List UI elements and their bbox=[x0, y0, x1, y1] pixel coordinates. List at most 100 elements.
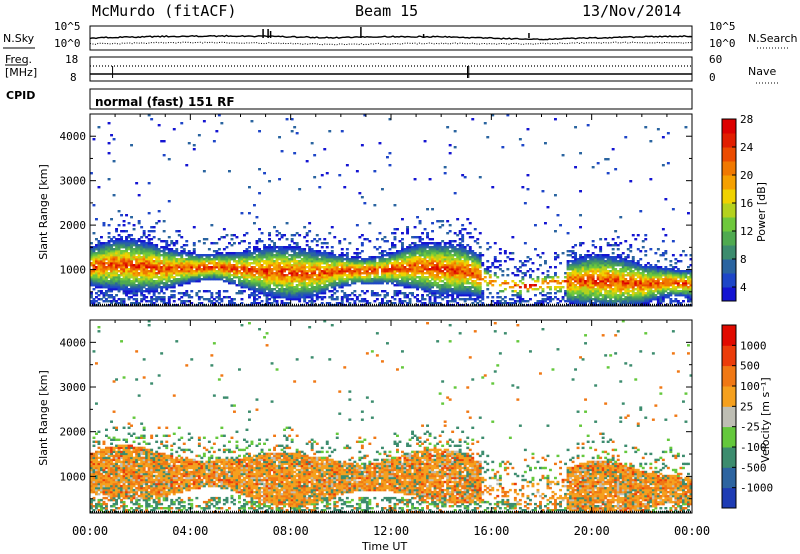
power-cell bbox=[233, 272, 236, 275]
power-cell bbox=[391, 242, 394, 245]
power-cell bbox=[426, 268, 430, 271]
power-cell bbox=[293, 256, 297, 259]
power-cell bbox=[313, 300, 317, 303]
power-cell bbox=[107, 240, 111, 243]
power-cell bbox=[280, 262, 284, 265]
power-cell bbox=[253, 296, 256, 299]
power-cell bbox=[233, 260, 236, 263]
power-cell bbox=[250, 262, 254, 265]
power-cell bbox=[170, 282, 174, 285]
power-cell bbox=[90, 262, 93, 265]
power-cell bbox=[355, 270, 359, 273]
power-cell bbox=[230, 274, 234, 277]
power-cell bbox=[441, 276, 445, 279]
power-cell bbox=[388, 254, 392, 257]
power-cell bbox=[300, 268, 304, 271]
power-cell bbox=[318, 282, 322, 285]
power-cell bbox=[599, 292, 603, 295]
power-cell bbox=[192, 258, 196, 261]
power-cell bbox=[451, 244, 455, 247]
power-cell bbox=[145, 288, 149, 291]
power-cell bbox=[393, 238, 397, 241]
power-cell bbox=[591, 290, 595, 293]
power-cell bbox=[310, 294, 314, 297]
power-cell bbox=[290, 268, 294, 271]
power-cell bbox=[325, 268, 329, 271]
power-cell bbox=[594, 258, 598, 261]
power-cell bbox=[368, 276, 372, 279]
power-cell bbox=[132, 280, 136, 283]
power-cell bbox=[601, 272, 605, 275]
power-cell bbox=[401, 252, 404, 255]
power-cell bbox=[458, 286, 462, 289]
power-cell bbox=[135, 252, 139, 255]
power-cell bbox=[205, 276, 209, 279]
power-cell bbox=[428, 292, 432, 295]
power-cell bbox=[265, 274, 269, 277]
power-cell bbox=[408, 276, 412, 279]
power-cell bbox=[140, 294, 144, 297]
power-cell bbox=[243, 268, 246, 271]
power-cell bbox=[381, 254, 384, 257]
power-cell bbox=[243, 264, 246, 267]
power-cell bbox=[641, 292, 645, 295]
power-cell bbox=[421, 252, 425, 255]
power-cell bbox=[418, 254, 422, 257]
power-cell bbox=[503, 288, 507, 291]
power-cell bbox=[468, 296, 472, 299]
power-cell bbox=[215, 264, 219, 267]
cpid-label: CPID bbox=[6, 89, 36, 102]
power-cell bbox=[383, 280, 387, 283]
power-cell bbox=[606, 260, 610, 263]
power-cell bbox=[102, 270, 106, 273]
power-cell bbox=[456, 252, 460, 255]
power-cell bbox=[340, 278, 344, 281]
power-cell bbox=[280, 256, 284, 259]
power-cell bbox=[150, 226, 154, 229]
power-cell bbox=[523, 202, 527, 205]
power-cell bbox=[117, 282, 121, 285]
power-cell bbox=[330, 246, 334, 249]
power-cell bbox=[453, 272, 457, 275]
power-cell bbox=[122, 220, 126, 223]
power-cell bbox=[152, 292, 156, 295]
power-cell bbox=[110, 276, 114, 279]
power-cell bbox=[398, 262, 402, 265]
power-cell bbox=[212, 262, 216, 265]
power-cell bbox=[446, 126, 450, 129]
power-cell bbox=[611, 296, 615, 299]
power-cell bbox=[303, 256, 307, 259]
power-cell bbox=[300, 258, 304, 261]
power-cell bbox=[92, 138, 96, 141]
power-cell bbox=[559, 262, 563, 265]
power-cell bbox=[330, 256, 334, 259]
power-cell bbox=[448, 144, 452, 147]
power-cell bbox=[235, 236, 239, 239]
power-cell bbox=[175, 270, 179, 273]
power-cell bbox=[210, 224, 214, 227]
power-cell bbox=[423, 228, 427, 231]
power-cell bbox=[554, 272, 557, 275]
power-cell bbox=[275, 258, 279, 261]
power-cell bbox=[481, 296, 485, 299]
power-cell bbox=[150, 286, 154, 289]
power-cell bbox=[255, 216, 259, 219]
power-cell bbox=[105, 292, 108, 295]
power-cell bbox=[345, 256, 349, 259]
power-cell bbox=[155, 272, 159, 275]
power-cell bbox=[290, 260, 294, 263]
power-cell bbox=[393, 272, 397, 275]
power-cell bbox=[606, 258, 610, 261]
power-cell bbox=[536, 278, 540, 281]
power-cell bbox=[145, 278, 149, 281]
power-cell bbox=[308, 290, 312, 293]
power-cell bbox=[295, 286, 299, 289]
power-cell bbox=[225, 296, 229, 299]
power-cell bbox=[117, 280, 121, 283]
power-cell bbox=[619, 260, 623, 263]
power-cell bbox=[165, 274, 169, 277]
power-cell bbox=[636, 292, 640, 295]
power-cell bbox=[488, 266, 492, 269]
power-cell bbox=[413, 282, 417, 285]
power-cell bbox=[97, 276, 101, 279]
